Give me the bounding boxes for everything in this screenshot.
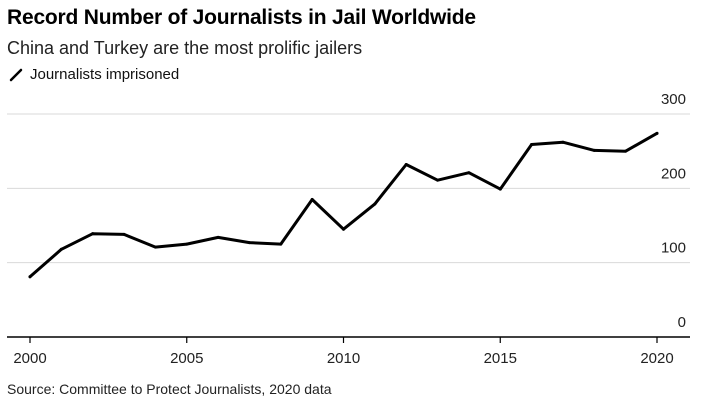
data-point-2009 (310, 197, 314, 201)
data-point-2012 (404, 163, 408, 167)
x-tick-label-2015: 2015 (484, 350, 517, 367)
data-point-2010 (342, 227, 345, 231)
data-point-2013 (436, 178, 440, 182)
chart-subtitle: China and Turkey are the most prolific j… (7, 38, 363, 58)
data-point-2011 (373, 202, 377, 206)
data-point-2003 (122, 232, 126, 236)
legend-line-icon (9, 68, 23, 81)
data-point-2014 (467, 171, 471, 175)
y-tick-label-100: 100 (661, 240, 686, 257)
data-point-2001 (59, 247, 63, 251)
data-point-2002 (91, 232, 95, 236)
x-tick-label-2000: 2000 (13, 350, 46, 367)
chart-title: Record Number of Journalists in Jail Wor… (7, 6, 476, 29)
source-note: Source: Committee to Protect Journalists… (7, 381, 332, 397)
y-tick-label-0: 0 (678, 314, 686, 331)
data-point-2015 (498, 187, 502, 191)
x-tick-label-2010: 2010 (327, 350, 360, 367)
data-point-2000 (28, 275, 32, 279)
data-point-2020 (655, 131, 659, 135)
y-tick-label-300: 300 (661, 91, 686, 108)
legend: Journalists imprisoned (8, 66, 179, 83)
data-point-2016 (530, 142, 534, 146)
data-point-2004 (153, 245, 157, 249)
data-point-2017 (561, 140, 565, 144)
data-point-2019 (624, 149, 628, 153)
data-point-2008 (279, 242, 283, 246)
x-tick-label-2020: 2020 (640, 350, 673, 367)
y-tick-label-200: 200 (661, 165, 686, 182)
x-tick-label-2005: 2005 (170, 350, 203, 367)
data-point-2006 (216, 235, 220, 239)
data-point-2005 (185, 242, 189, 246)
data-point-2018 (592, 148, 596, 152)
series-line-journalists-imprisoned (28, 131, 659, 279)
legend-label: Journalists imprisoned (30, 66, 180, 83)
data-point-2007 (247, 241, 251, 245)
